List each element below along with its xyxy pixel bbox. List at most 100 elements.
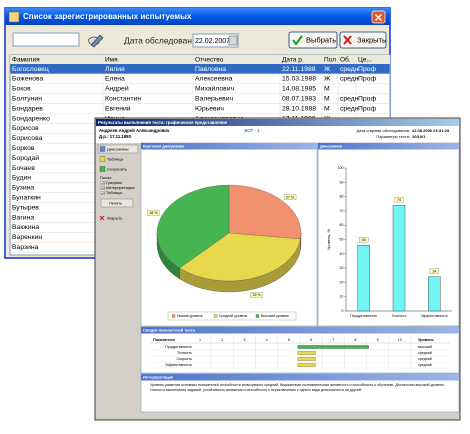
cell: Ж [324, 66, 331, 73]
print-button[interactable] [100, 198, 134, 208]
sidebar-label: Сохранить [107, 166, 127, 171]
cell: Бондаренко [12, 115, 50, 122]
panel-title: Круговая диаграмма [143, 143, 185, 148]
x-tick-label: Эффективность [421, 314, 448, 318]
cell: Проф [358, 76, 376, 83]
exam-value: 22.08.2006 23:31:23 [412, 128, 450, 133]
sidebar-button[interactable] [98, 165, 138, 173]
panel-title: Сводка показателей теста [143, 327, 196, 332]
scale-label: 5 [288, 338, 290, 342]
scale-label: 2 [221, 338, 223, 342]
y-tick-label: 100 [338, 166, 344, 170]
value-label: 38 % [149, 211, 158, 215]
cell: М [324, 95, 330, 102]
cell: 08.07.1983 [282, 95, 316, 102]
cell: Павловна [195, 66, 226, 73]
cell: Вагина [12, 214, 34, 221]
interpretation-text: Уровень развития основных показателей сп… [150, 383, 444, 387]
show-label: Показ: [100, 175, 112, 180]
cell: Болтунин [12, 95, 42, 102]
cell: Лилия [105, 66, 125, 73]
scale-label: 8 [354, 338, 356, 342]
cell: Богословец [12, 66, 49, 73]
sidebar-label: Диаграммы [107, 146, 129, 151]
scale-label: 4 [266, 338, 268, 342]
checkbox[interactable] [100, 181, 105, 185]
subject-name: Андреев Андрей Александрович [99, 128, 170, 133]
sidebar-label: Таблицы [107, 156, 123, 161]
interpretation-text: точности выполнения заданий, устойчивост… [150, 388, 362, 392]
sidebar-button[interactable] [97, 144, 139, 154]
check-mark [101, 191, 105, 195]
value-label: 24 [432, 269, 436, 273]
checkbox[interactable] [100, 191, 105, 195]
exam-label: Дата и время обследования: [357, 128, 410, 133]
checkbox[interactable] [100, 186, 105, 190]
value-label-box [283, 194, 297, 200]
calendar-button[interactable] [228, 35, 238, 46]
button[interactable] [339, 31, 387, 49]
tool-icon [90, 34, 104, 48]
cell: Елена [105, 76, 125, 83]
column-header: Имя [105, 57, 118, 64]
row-level: высокий [418, 345, 432, 349]
cell: Будин [12, 175, 31, 182]
checkbox-label: Таблицы [106, 190, 122, 195]
column-header: Пол [324, 57, 336, 64]
level-bar [297, 345, 369, 349]
cell: средн [340, 95, 359, 102]
column-header: Об. [340, 56, 351, 64]
cell: Бородай [12, 154, 39, 162]
sidebar-button[interactable] [98, 155, 138, 163]
legend-label: Средний уровень [219, 314, 248, 318]
cell: Борисов [12, 125, 39, 132]
level-bar [297, 357, 316, 361]
cell: Бузина [12, 185, 34, 192]
legend [167, 311, 297, 321]
cell: средн [340, 105, 359, 112]
sidebar-icon [99, 156, 106, 162]
date-input[interactable] [192, 33, 239, 48]
legend-label: Высокий уровень [261, 314, 289, 318]
selected-row[interactable] [10, 64, 390, 74]
panel-header [318, 143, 459, 150]
table-header: Уровень [418, 338, 435, 342]
header [96, 126, 459, 143]
button-label: Закрыть [357, 35, 386, 44]
cell: Проф [358, 105, 376, 112]
cell: Проф [358, 95, 376, 102]
value-label: 46 [362, 238, 366, 242]
cell: Евгений [105, 104, 131, 112]
cell: Бутырев [12, 204, 39, 211]
check-mark [101, 181, 105, 185]
date-value: 22.02.2007 [195, 38, 230, 45]
column-header: Фамилия [12, 57, 40, 64]
panel-title: Интерпретация [143, 374, 174, 379]
scale-label: 10 [398, 338, 402, 342]
pie-slice [179, 232, 301, 282]
print-label: Печать [109, 200, 122, 205]
y-tick-label: 60 [340, 223, 344, 227]
row-level: средний [418, 351, 432, 355]
bar [428, 276, 441, 312]
close-label[interactable]: Закрыть [107, 215, 122, 220]
legend-swatch [213, 314, 218, 318]
search-input[interactable] [12, 32, 80, 47]
y-tick-label: 70 [340, 209, 344, 213]
y-tick-label: 30 [340, 266, 344, 270]
test-name: БОТ - 1 [245, 128, 261, 133]
row-level: средний [418, 357, 432, 361]
y-tick-label: 90 [340, 180, 344, 184]
cell: Бондарев [12, 105, 43, 112]
level-bar [297, 363, 316, 367]
title-bar [96, 119, 459, 126]
column-header: Отчество [195, 57, 224, 64]
bar [357, 245, 370, 312]
cell: Боков [12, 86, 31, 93]
scale-label: 6 [310, 338, 312, 342]
result-window: Результаты выполнения теста: графическое… [94, 117, 461, 421]
level-bar [297, 351, 316, 355]
cell: Варенкин [12, 234, 42, 241]
